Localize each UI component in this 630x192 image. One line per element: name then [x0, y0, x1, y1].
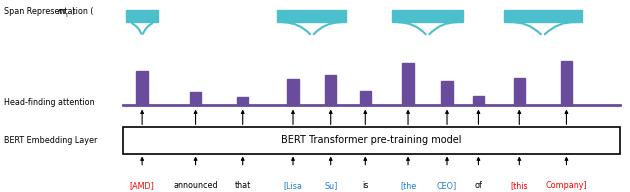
- Text: Company]: Company]: [546, 181, 587, 190]
- Bar: [403, 63, 414, 105]
- Bar: [287, 79, 299, 105]
- Bar: [442, 80, 453, 105]
- Bar: [277, 10, 346, 22]
- Text: that: that: [234, 181, 251, 190]
- Text: i: i: [66, 13, 67, 18]
- Bar: [123, 127, 620, 154]
- Text: [Lisa: [Lisa: [284, 181, 302, 190]
- Text: BERT Transformer pre-training model: BERT Transformer pre-training model: [282, 135, 462, 145]
- Text: [this: [this: [510, 181, 528, 190]
- Text: [the: [the: [400, 181, 416, 190]
- Bar: [360, 90, 371, 105]
- Bar: [190, 92, 201, 105]
- Bar: [237, 97, 248, 105]
- Bar: [472, 95, 484, 105]
- Text: m: m: [58, 7, 66, 16]
- Bar: [325, 75, 336, 105]
- Bar: [127, 10, 158, 22]
- Text: [AMD]: [AMD]: [130, 181, 154, 190]
- Text: BERT Embedding Layer: BERT Embedding Layer: [4, 136, 97, 145]
- Text: ): ): [72, 7, 75, 16]
- Text: CEO]: CEO]: [437, 181, 457, 190]
- Bar: [503, 10, 582, 22]
- Text: Head-finding attention: Head-finding attention: [4, 98, 94, 107]
- Text: is: is: [362, 181, 369, 190]
- Bar: [392, 10, 462, 22]
- Bar: [513, 78, 525, 105]
- Text: announced: announced: [173, 181, 218, 190]
- Bar: [137, 71, 148, 105]
- Text: Span Representation (: Span Representation (: [4, 7, 93, 16]
- Bar: [561, 61, 572, 105]
- Text: of: of: [474, 181, 483, 190]
- Text: Su]: Su]: [324, 181, 338, 190]
